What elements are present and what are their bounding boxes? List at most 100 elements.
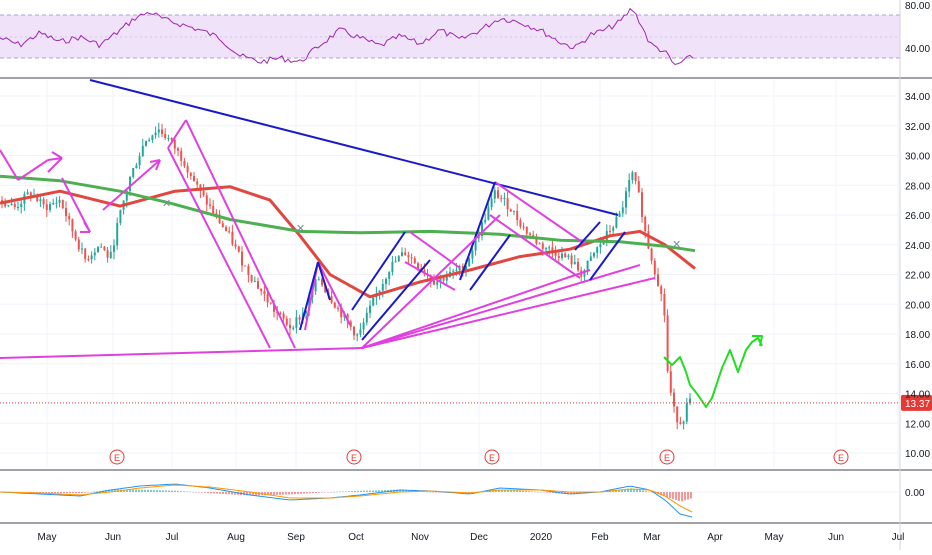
- macd-histogram-bar: [663, 492, 665, 497]
- macd-histogram-bar: [231, 492, 233, 495]
- price-tick-label: 10.00: [905, 449, 930, 460]
- macd-histogram-bar: [204, 492, 206, 493]
- pattern-line: [494, 181, 586, 245]
- candle-body: [433, 280, 435, 285]
- time-axis[interactable]: May Jun Jul Aug Sep Oct Nov Dec 2020 Feb Mar Apr May…: [38, 532, 905, 543]
- price-tick-label: 18.00: [905, 330, 930, 341]
- candle-body: [497, 190, 499, 198]
- candle-body: [218, 214, 221, 224]
- macd-histogram-bar: [90, 492, 92, 493]
- macd-histogram-bar: [378, 490, 380, 492]
- macd-histogram-bar: [327, 492, 329, 493]
- pattern-line: [47, 157, 63, 161]
- macd-panel: [0, 483, 900, 518]
- candle-body: [247, 265, 250, 275]
- candle-body: [391, 261, 394, 272]
- macd-histogram-bar: [384, 490, 386, 492]
- macd-histogram-bar: [84, 492, 86, 493]
- candle-body: [381, 283, 384, 291]
- candle-body: [385, 278, 387, 284]
- macd-histogram-bar: [114, 489, 116, 492]
- candle-body: [183, 160, 186, 166]
- candle-body: [487, 207, 490, 220]
- candle-body: [253, 281, 256, 283]
- candle-body: [228, 231, 231, 233]
- time-tick-label: 2020: [530, 532, 553, 543]
- candle-body: [266, 294, 269, 303]
- candle-body: [641, 192, 643, 217]
- candle-body: [625, 191, 627, 208]
- pattern-line: [361, 259, 431, 341]
- candle-body: [65, 208, 67, 217]
- candle-body: [481, 222, 483, 237]
- candle-body: [205, 195, 208, 205]
- candle-body: [529, 233, 531, 235]
- candle-body: [503, 198, 506, 200]
- candle-body: [177, 148, 179, 151]
- macd-histogram-bar: [195, 492, 197, 493]
- macd-histogram-bar: [72, 492, 74, 494]
- macd-histogram-bar: [132, 489, 134, 492]
- time-tick-label: Nov: [411, 532, 429, 543]
- candle-body: [340, 307, 343, 318]
- macd-histogram-bar: [153, 490, 155, 492]
- macd-histogram-bar: [306, 492, 308, 494]
- candle-body: [39, 199, 42, 202]
- candle-body: [653, 260, 656, 275]
- macd-histogram-bar: [369, 490, 371, 492]
- pattern-line: [574, 221, 601, 251]
- macd-histogram-bar: [234, 492, 236, 495]
- macd-histogram-bar: [534, 491, 536, 493]
- candle-body: [212, 205, 215, 214]
- macd-histogram-bar: [552, 492, 554, 493]
- macd-histogram-bar: [51, 492, 53, 494]
- macd-histogram-bar: [156, 490, 158, 492]
- candle-body: [490, 198, 493, 208]
- candle-body: [321, 279, 323, 286]
- candle-body: [372, 297, 375, 306]
- macd-histogram-bar: [543, 492, 545, 493]
- candle-body: [567, 255, 570, 258]
- candle-body: [170, 138, 173, 140]
- candle-body: [378, 290, 381, 294]
- time-tick-label: Jul: [892, 532, 905, 543]
- candle-body: [4, 201, 7, 207]
- earnings-label: E: [489, 453, 495, 463]
- candle-body: [650, 248, 653, 261]
- candle-body: [346, 314, 349, 322]
- candle-body: [7, 205, 10, 207]
- candle-body: [561, 253, 563, 258]
- candle-body: [417, 263, 419, 269]
- macd-histogram-bar: [126, 489, 128, 492]
- macd-histogram-bar: [354, 491, 356, 492]
- macd-histogram-bar: [42, 492, 44, 494]
- candle-body: [599, 244, 602, 248]
- price-tick-label: 32.00: [905, 122, 930, 133]
- candle-body: [362, 322, 365, 330]
- moving-averages: [0, 174, 696, 299]
- candle-body: [570, 255, 573, 265]
- price-tick-label: 20.00: [905, 300, 930, 311]
- macd-histogram-bar: [264, 492, 266, 496]
- candle-body: [618, 213, 621, 217]
- macd-histogram-bar: [255, 492, 257, 496]
- macd-histogram-bar: [678, 492, 680, 501]
- candle-body: [593, 252, 595, 257]
- candle-body: [29, 192, 32, 197]
- candle-body: [237, 246, 240, 252]
- macd-histogram-bar: [495, 490, 497, 492]
- candle-body: [234, 244, 237, 247]
- candle-body: [257, 281, 259, 289]
- candle-body: [500, 197, 503, 199]
- macd-histogram-bar: [165, 490, 167, 492]
- rsi-panel: 80.00 40.00: [0, 1, 930, 66]
- pattern-line: [469, 234, 511, 291]
- macd-histogram-bar: [519, 490, 521, 492]
- price-tick-label: 30.00: [905, 152, 930, 163]
- candle-body: [87, 259, 90, 261]
- macd-histogram-bar: [672, 492, 674, 500]
- macd-histogram-bar: [252, 492, 254, 496]
- time-tick-label: Dec: [470, 532, 488, 543]
- macd-histogram-bar: [438, 492, 440, 493]
